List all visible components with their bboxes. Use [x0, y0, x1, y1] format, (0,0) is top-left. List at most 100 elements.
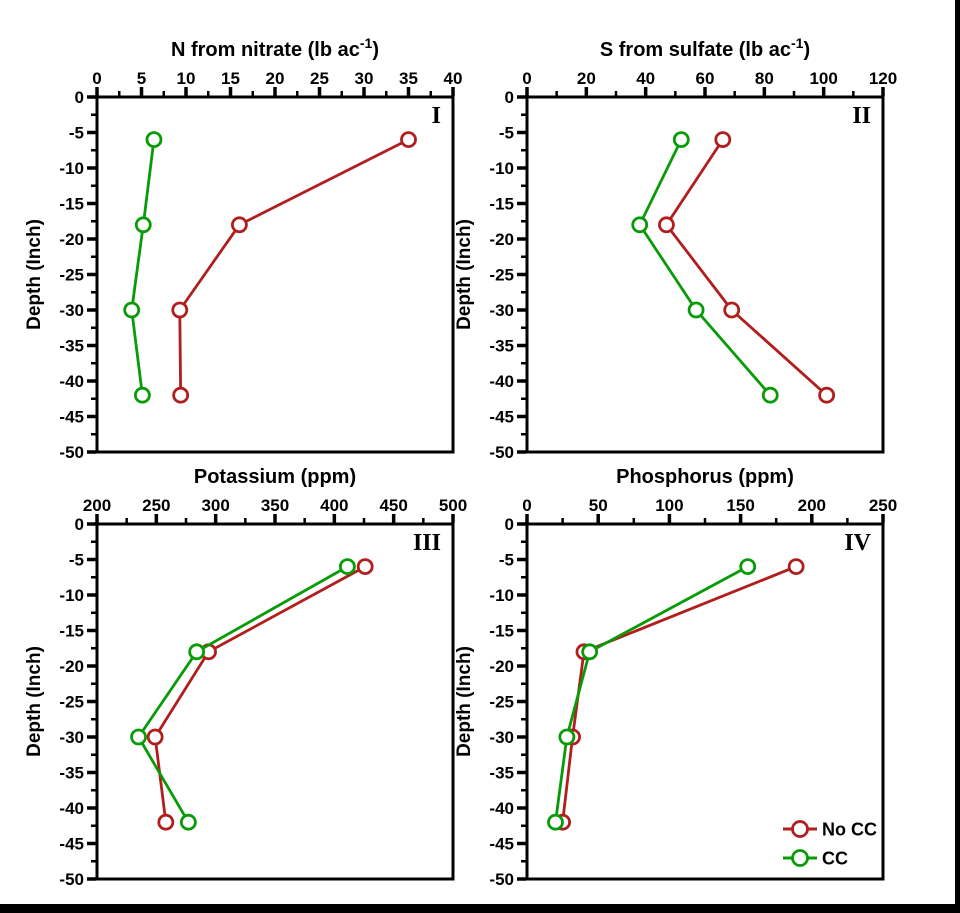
x-tick-label: 35: [399, 69, 418, 88]
y-tick-label: -15: [489, 195, 514, 214]
panel-II: 0 20 40 60 80 100 120 0 -5 -10 -15 -20 -25 -30 -35 -40 -…: [454, 35, 897, 462]
y-tick-label: -15: [59, 622, 84, 641]
x-tick-label: 200: [798, 496, 826, 515]
data-point-marker: [172, 386, 190, 404]
y-tick-label: -5: [499, 551, 514, 570]
y-tick-label: 0: [75, 88, 84, 107]
y-tick-label: -10: [489, 586, 514, 605]
data-point-marker: [230, 216, 248, 234]
y-tick-label: 0: [505, 515, 514, 534]
x-tick-label: 60: [696, 69, 715, 88]
y-tick-label: -20: [59, 657, 84, 676]
data-point-marker: [171, 301, 189, 319]
legend-marker: [791, 849, 809, 867]
x-tick-label: 0: [522, 496, 531, 515]
x-tick-label: 10: [177, 69, 196, 88]
data-point-marker: [179, 813, 197, 831]
panel-numeral: II: [852, 103, 871, 129]
y-tick-label: -50: [489, 443, 514, 462]
data-point-marker: [714, 131, 732, 149]
y-tick-label: -35: [489, 337, 514, 356]
page-right-border: [955, 0, 960, 913]
plot-frame: [525, 522, 885, 881]
y-tick-label: -40: [489, 799, 514, 818]
y-tick-label: -25: [59, 266, 84, 285]
depth-axis-label: Depth (Inch): [24, 646, 45, 757]
data-point-marker: [581, 643, 599, 661]
panel-title: N from nitrate (lb ac-1): [171, 35, 379, 61]
series-line-no-cc: [664, 138, 828, 397]
x-tick-label: 40: [444, 69, 463, 88]
x-tick-label: 5: [137, 69, 146, 88]
panel-numeral: III: [413, 530, 441, 556]
series-line-no-cc: [153, 565, 366, 823]
data-point-marker: [146, 728, 164, 746]
y-tick-label: -35: [59, 764, 84, 783]
x-tick-label: 500: [439, 496, 467, 515]
data-point-marker: [123, 301, 141, 319]
data-point-marker: [356, 558, 374, 575]
legend: No CC CC: [783, 820, 877, 869]
y-tick-label: -20: [489, 230, 514, 249]
x-tick-label: 200: [83, 496, 111, 515]
x-tick-label: 400: [320, 496, 348, 515]
x-tick-label: 20: [577, 69, 596, 88]
x-tick-label: 20: [266, 69, 285, 88]
data-point-marker: [558, 728, 576, 746]
y-tick-label: -50: [59, 870, 84, 889]
legend-label: CC: [822, 849, 848, 869]
depth-axis-label: Depth (Inch): [24, 219, 45, 330]
x-tick-label: 100: [655, 496, 683, 515]
y-tick-label: -30: [489, 301, 514, 320]
data-point-marker: [631, 216, 649, 234]
series-line-cc: [136, 565, 349, 823]
y-tick-label: -10: [59, 586, 84, 605]
x-tick-label: 100: [809, 69, 837, 88]
y-tick-label: 0: [505, 88, 514, 107]
y-tick-label: -25: [59, 693, 84, 712]
page-bottom-rule: [0, 904, 960, 913]
y-tick-label: -40: [489, 372, 514, 391]
y-tick-label: -25: [489, 266, 514, 285]
panel-numeral: IV: [844, 530, 871, 556]
y-tick-label: -50: [59, 443, 84, 462]
data-point-marker: [547, 813, 564, 831]
y-tick-label: 0: [75, 515, 84, 534]
y-tick-label: -30: [489, 728, 514, 747]
y-tick-label: -40: [59, 372, 84, 391]
depth-axis-label: Depth (Inch): [454, 219, 475, 330]
x-tick-label: 350: [261, 496, 289, 515]
depth-axis-label: Depth (Inch): [454, 646, 475, 757]
y-tick-label: -35: [489, 764, 514, 783]
y-tick-label: -45: [489, 835, 514, 854]
data-point-marker: [157, 813, 175, 831]
panel-I: 0 5 10 15 20 25 30 35 40 0 -5 -10 -15 -20 -25 -30 -35 -40…: [24, 35, 462, 462]
data-point-marker: [130, 728, 147, 746]
y-tick-label: -15: [59, 195, 84, 214]
x-tick-label: 450: [379, 496, 407, 515]
data-point-marker: [188, 643, 206, 661]
y-tick-label: -5: [499, 124, 514, 143]
data-point-marker: [761, 386, 779, 404]
data-point-marker: [133, 386, 151, 404]
x-tick-label: 50: [589, 496, 608, 515]
y-tick-label: -35: [59, 337, 84, 356]
x-tick-label: 0: [522, 69, 531, 88]
x-tick-label: 40: [636, 69, 655, 88]
panel-III: 200 250 300 350 400 450 500 0 -5 -10 -15 -20 -25 -30 -…: [24, 466, 467, 889]
y-tick-label: -30: [59, 728, 84, 747]
y-tick-label: -5: [69, 124, 84, 143]
series-line-cc: [554, 565, 749, 823]
y-tick-label: -30: [59, 301, 84, 320]
data-point-marker: [739, 558, 757, 575]
y-tick-label: -20: [489, 657, 514, 676]
data-point-marker: [400, 131, 417, 149]
y-tick-label: -50: [489, 870, 514, 889]
panel-IV: 0 50 100 150 200 250 0 -5 -10 -15 -20 -25 -30 -35 -40 -…: [454, 466, 897, 889]
y-tick-label: -45: [489, 408, 514, 427]
y-tick-label: -15: [489, 622, 514, 641]
data-point-marker: [818, 386, 836, 404]
legend-marker: [791, 820, 809, 838]
y-tick-label: -40: [59, 799, 84, 818]
